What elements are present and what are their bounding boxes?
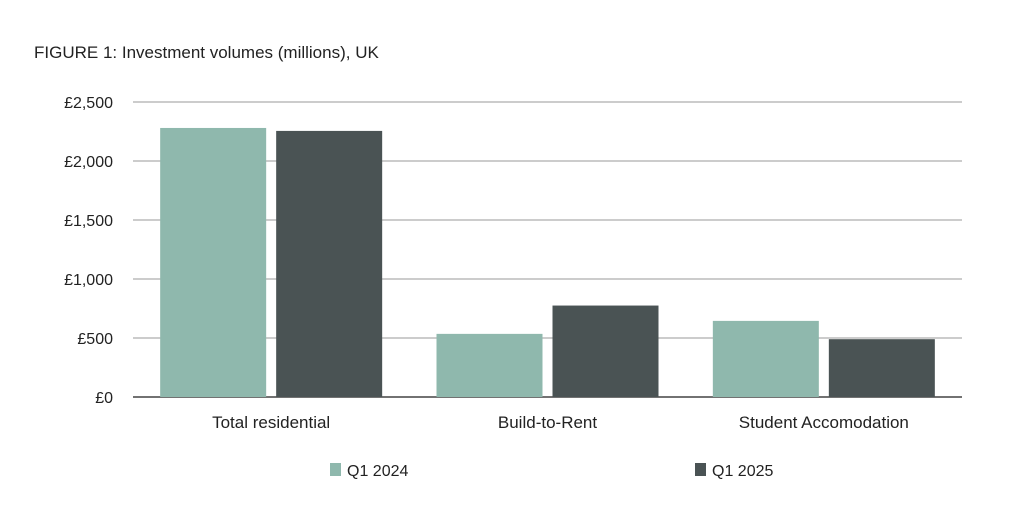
bar-q1-2025-0 xyxy=(276,130,383,397)
bar-q1-2025-2 xyxy=(828,339,935,397)
gridlines xyxy=(133,101,962,398)
bar-q1-2025-1 xyxy=(552,305,659,397)
x-tick-label: Student Accomodation xyxy=(739,413,909,432)
y-tick-label: £500 xyxy=(77,331,113,348)
legend: Q1 2024 Q1 2025 xyxy=(330,463,773,480)
y-tick-label: £2,500 xyxy=(64,95,113,112)
y-tick-label: £2,000 xyxy=(64,154,113,171)
bars xyxy=(160,127,935,398)
bar-q1-2024-0 xyxy=(160,127,267,398)
y-tick-label: £1,500 xyxy=(64,213,113,230)
bar-q1-2024-1 xyxy=(436,333,543,397)
legend-swatch xyxy=(695,463,706,476)
x-tick-label: Total residential xyxy=(212,413,330,432)
y-tick-label: £0 xyxy=(95,390,113,407)
chart-title: FIGURE 1: Investment volumes (millions),… xyxy=(34,43,379,62)
y-axis-ticks: £0 £500 £1,000 £1,500 £2,000 £2,500 xyxy=(64,95,113,407)
y-tick-label: £1,000 xyxy=(64,272,113,289)
legend-label: Q1 2025 xyxy=(712,463,773,480)
legend-swatch xyxy=(330,463,341,476)
x-axis-ticks: Total residential Build-to-Rent Student Ac… xyxy=(212,413,909,432)
legend-label: Q1 2024 xyxy=(347,463,408,480)
bar-q1-2024-2 xyxy=(712,320,819,397)
x-tick-label: Build-to-Rent xyxy=(498,413,597,432)
